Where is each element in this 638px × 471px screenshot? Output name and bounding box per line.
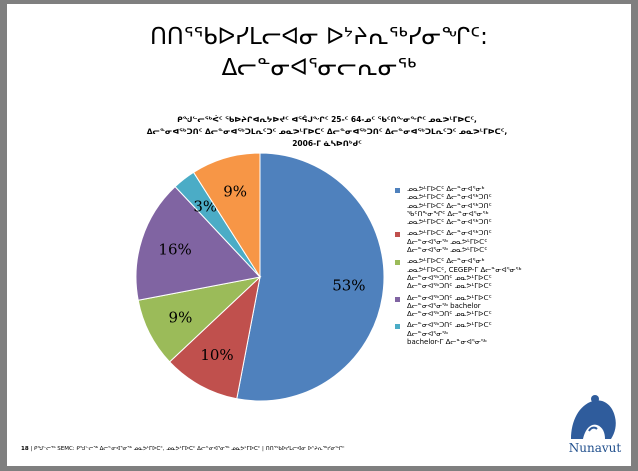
nunavut-logo: [565, 391, 621, 457]
pie-slice-5: [192, 152, 261, 279]
legend-item-2: ᓄᓇᕗᒻᒥᐅᑕᑦ ᐃᓕᓐᓂᐊᕐᓂᒃ ᓄᓇᕗᒻᒥᐅᑕᑦ, CEGEP-ᒥ ᐃᓕᓐᓂᐊ…: [395, 257, 625, 290]
legend-text-line: ᓄᓇᕗᒻᒥᐅᑕᑦ ᐃᓕᓐᓂᐊᖅᑐᑎᑦ: [407, 229, 492, 238]
page-number: 18: [21, 446, 29, 452]
legend-text-line: ᓄᓇᕗᒻᒥᐅᑕᑦ ᐃᓕᓐᓂᐊᖅᑐᑎᑦ: [407, 193, 492, 202]
legend-item-3: ᐃᓕᓐᓂᐊᖅᑐᑎᑦ ᓄᓇᕗᒻᒥᐅᑕᑦ ᐃᓕᓐᓂᐊᕐᓂᖅ bachelor ᐃᓕᓐᓂᐊ…: [395, 294, 625, 319]
legend-item-0: ᓄᓇᕗᒻᒥᐅᑕᑦ ᐃᓕᓐᓂᐊᕐᓂᒃ ᓄᓇᕗᒻᒥᐅᑕᑦ ᐃᓕᓐᓂᐊᖅᑐᑎᑦ ᓄᓇᕗᒻᒥ…: [395, 185, 625, 226]
legend-text-line: ᐃᓕᓐᓂᐊᕐᓂᖅ: [407, 329, 448, 338]
legend-text-line: ᐃᓕᓐᓂᐊᖅᑐᑎᑦ ᓄᓇᕗᒻᒥᐅᑕᑦ: [407, 310, 492, 319]
logo-wordmark: Nunavut: [568, 441, 622, 455]
pie-label-5: 9%: [223, 182, 247, 200]
legend-text-line: ᓄᓇᕗᒻᒥᐅᑕᑦ, CEGEP-ᒥ ᐃᓕᓐᓂᐊᕐᓂᖅ: [407, 265, 522, 274]
title-line-2: ᐃᓕᓐᓂᐊᕐᓂᓕᕆᓂᖅ: [221, 55, 417, 81]
legend-text-line: bachelor-ᒥ ᐃᓕᓐᓂᐊᕐᓂᖅ: [407, 338, 487, 347]
slide-title: ᑎᑎᕐᖃᐅᓯᒪᓕᐊᓂ ᐅᔾᔨᕆᖅᓯᓂᖏᑦ: ᐃᓕᓐᓂᐊᕐᓂᓕᕆᓂᖅ: [7, 22, 631, 84]
subtitle-line-2: ᐃᓕᓐᓂᐊᖅᑐᑎᑦ ᐃᓕᓐᓂᐊᖅᑐᒪᕆᑦᑐᑦ ᓄᓇᕗᒻᒥᐅᑕᑦ ᐃᓕᓐᓂᐊᖅᑐᑎ…: [146, 127, 508, 136]
footer: 18 | ᑭᖑᓪᓕᖅ SEMC: ᑭᖑᓪᓕᖅ ᐃᓕᓐᓂᐊᕐᓂᖅ ᓄᓇᕗᒻᒥᐅᑕᑦ…: [21, 446, 345, 452]
pie-label-1: 10%: [200, 346, 233, 364]
legend-text-line: ᐃᓕᓐᓂᐊᕐᓂᖅ ᓄᓇᕗᒻᒥᐅᑕᑦ: [407, 237, 488, 246]
legend-text-line: ᓄᓇᕗᒻᒥᐅᑕᑦ ᐃᓕᓐᓂᐊᕐᓂᒃ: [407, 185, 485, 193]
legend-text-line: ᐃᓕᓐᓂᐊᖅᑐᑎᑦ ᓄᓇᕗᒻᒥᐅᑕᑦ: [407, 321, 492, 330]
legend-text-line: ᐃᓕᓐᓂᐊᕐᓂᖅ bachelor: [407, 301, 481, 310]
legend-swatch: [395, 188, 400, 193]
pie-slice-1: [168, 275, 261, 400]
legend-text-line: ᖃᑦᑎᖕᓂᖏᑦ ᐃᓕᓐᓂᐊᕐᓂᖅ: [407, 209, 489, 218]
legend-text-line: ᐃᓕᓐᓂᐊᖅᑐᑎᑦ ᓄᓇᕗᒻᒥᐅᑕᑦ: [407, 282, 492, 291]
legend-text-line: ᐃᓕᓐᓂᐊᖅᑐᑎᑦ ᓄᓇᕗᒻᒥᐅᑕᑦ: [407, 293, 492, 302]
pie-label-2: 9%: [169, 309, 193, 327]
title-line-1: ᑎᑎᕐᖃᐅᓯᒪᓕᐊᓂ ᐅᔾᔨᕆᖅᓯᓂᖏᑦ:: [150, 24, 488, 50]
legend-item-4: ᐃᓕᓐᓂᐊᖅᑐᑎᑦ ᓄᓇᕗᒻᒥᐅᑕᑦ ᐃᓕᓐᓂᐊᕐᓂᖅ bachelor-ᒥ ᐃᓕᓐ…: [395, 321, 625, 346]
chart-subtitle: ᑭᖑᓪᓕᖅᐹᑦ ᖃᐅᔨᒋᐊᕆᔭᐅᔪᑦ ᐊᕐᕌᒍᖏᑦ 25-ᑦ 64-ᓄᑦ ᖃᑦᑎ…: [47, 114, 607, 150]
pie-chart: 53% 10% 9% 16% 3% 9%: [135, 152, 385, 402]
legend-text-line: ᓄᓇᕗᒻᒥᐅᑕᑦ ᐃᓕᓐᓂᐊᖅᑐᑎᑦ: [407, 218, 492, 227]
pie-label-4: 3%: [193, 197, 217, 215]
legend-swatch: [395, 296, 400, 302]
pie-slice-3: [135, 185, 261, 301]
legend-text-line: ᓄᓇᕗᒻᒥᐅᑕᑦ ᐃᓕᓐᓂᐊᕐᓂᒃ: [407, 257, 485, 266]
pie-label-0: 53%: [332, 276, 365, 294]
legend-swatch: [395, 324, 400, 330]
chart-legend: ᓄᓇᕗᒻᒥᐅᑕᑦ ᐃᓕᓐᓂᐊᕐᓂᒃ ᓄᓇᕗᒻᒥᐅᑕᑦ ᐃᓕᓐᓂᐊᖅᑐᑎᑦ ᓄᓇᕗᒻᒥ…: [395, 185, 625, 349]
footer-text: ᑭᖑᓪᓕᖅ SEMC: ᑭᖑᓪᓕᖅ ᐃᓕᓐᓂᐊᕐᓂᖅ ᓄᓇᕗᒻᒥᐅᑕᑦ, ᓄᓇᕗ…: [34, 446, 345, 452]
slide: ᑎᑎᕐᖃᐅᓯᒪᓕᐊᓂ ᐅᔾᔨᕆᖅᓯᓂᖏᑦ: ᐃᓕᓐᓂᐊᕐᓂᓕᕆᓂᖅ ᑭᖑᓪᓕᖅᐹ…: [7, 4, 631, 466]
legend-text-line: ᐃᓕᓐᓂᐊᖅᑐᑎᑦ ᓄᓇᕗᒻᒥᐅᑕᑦ: [407, 273, 492, 282]
legend-item-1: ᓄᓇᕗᒻᒥᐅᑕᑦ ᐃᓕᓐᓂᐊᖅᑐᑎᑦ ᐃᓕᓐᓂᐊᕐᓂᖅ ᓄᓇᕗᒻᒥᐅᑕᑦ ᐃᓕᓐᓂᐊ…: [395, 229, 625, 254]
subtitle-line-1: ᑭᖑᓪᓕᖅᐹᑦ ᖃᐅᔨᒋᐊᕆᔭᐅᔪᑦ ᐊᕐᕌᒍᖏᑦ 25-ᑦ 64-ᓄᑦ ᖃᑦᑎ…: [177, 115, 477, 124]
legend-text-line: ᐃᓕᓐᓂᐊᕐᓂᖅ ᓄᓇᕗᒻᒥᐅᑕᑦ: [407, 246, 488, 255]
legend-swatch: [395, 260, 400, 266]
pie-slice-0: [236, 152, 385, 402]
subtitle-line-3: 2006-ᒥ ᓈᓴᐅᑎᒃᑯᑦ: [292, 139, 362, 148]
legend-swatch: [395, 232, 400, 238]
pie-label-3: 16%: [158, 240, 191, 258]
legend-text-line: ᓄᓇᕗᒻᒥᐅᑕᑦ ᐃᓕᓐᓂᐊᖅᑐᑎᑦ: [407, 201, 492, 210]
